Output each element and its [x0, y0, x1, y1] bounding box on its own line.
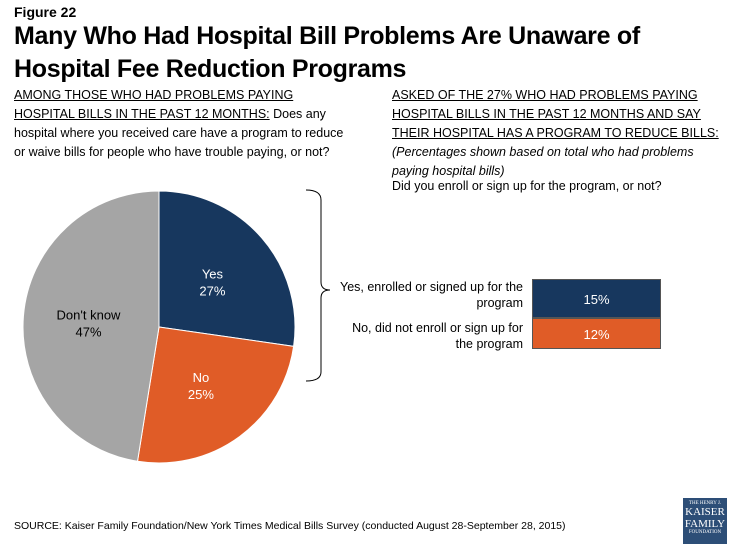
left-question: AMONG THOSE WHO HAD PROBLEMS PAYING HOSP… [14, 86, 354, 162]
pie-chart: Yes 27% No 25% Don't know 47% [22, 189, 331, 464]
enroll-question: Did you enroll or sign up for the progra… [392, 179, 662, 193]
figure-label: Figure 22 [14, 4, 77, 20]
pie-category-label: Yes [202, 267, 224, 282]
source-note: SOURCE: Kaiser Family Foundation/New Yor… [14, 520, 566, 532]
right-question: ASKED OF THE 27% WHO HAD PROBLEMS PAYING… [392, 86, 722, 181]
bar-yes-enrolled: 15% [532, 279, 661, 318]
pie-value-label: 25% [188, 387, 214, 402]
bar-no-enrolled: 12% [532, 318, 661, 349]
pie-category-label: No [193, 370, 210, 385]
left-question-lead: AMONG THOSE WHO HAD PROBLEMS PAYING HOSP… [14, 88, 294, 121]
pie-slice-yes [158, 190, 296, 347]
pie-slice-don-t-know [22, 190, 160, 462]
pie-category-label: Don't know [57, 307, 122, 322]
kff-logo: THE HENRY J. KAISER FAMILY FOUNDATION [683, 498, 727, 544]
right-question-note: (Percentages shown based on total who ha… [392, 145, 694, 178]
bar-label-no: No, did not enroll or sign up for the pr… [352, 321, 523, 351]
chart-title: Many Who Had Hospital Bill Problems Are … [14, 22, 640, 83]
right-question-lead: ASKED OF THE 27% WHO HAD PROBLEMS PAYING… [392, 88, 719, 140]
pie-value-label: 27% [199, 284, 225, 299]
pie-slice-no [136, 326, 295, 464]
pie-value-label: 47% [75, 324, 101, 339]
left-question-text: Does any hospital where you received car… [14, 107, 344, 159]
bar-label-yes: Yes, enrolled or signed up for the progr… [340, 280, 523, 310]
bracket [305, 189, 331, 382]
